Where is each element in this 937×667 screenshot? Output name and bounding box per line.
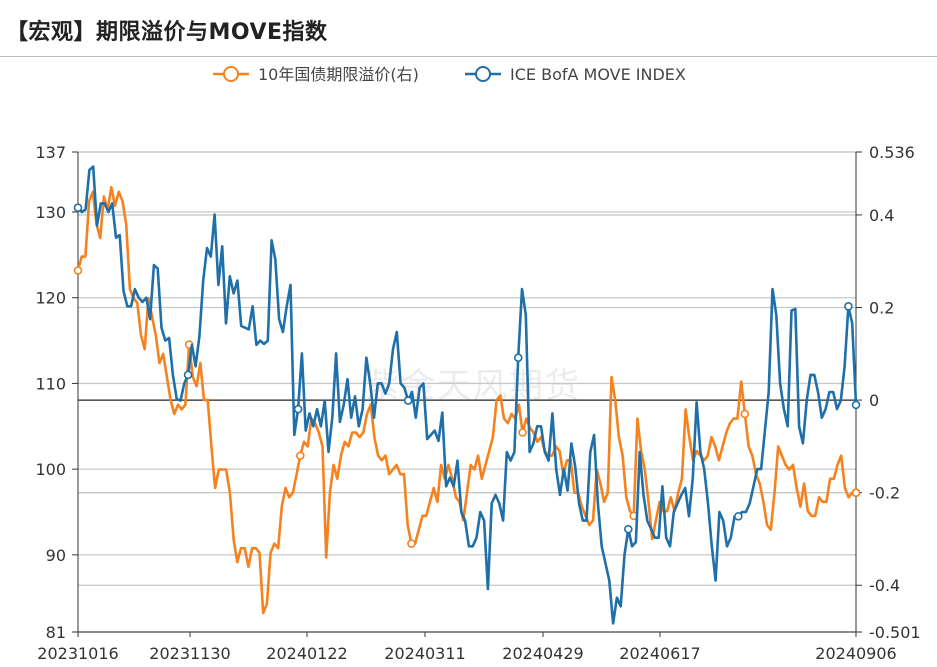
series-line [77, 165, 858, 625]
series-marker [73, 266, 83, 275]
series-marker [293, 404, 303, 414]
series-marker [403, 396, 413, 405]
x-tick-label: 20231130 [149, 644, 230, 663]
series-line [76, 185, 856, 615]
left-tick-label: 100 [35, 460, 66, 479]
page-title: 【宏观】期限溢价与MOVE指数 [6, 20, 328, 45]
x-tick-label: 20240122 [266, 644, 347, 663]
left-tick-label: 110 [35, 374, 66, 393]
legend-label: 10年国债期限溢价(右) [258, 65, 419, 84]
series-marker [407, 539, 416, 548]
legend-marker [475, 66, 491, 82]
right-tick-label: -0.2 [869, 484, 900, 503]
right-tick-label: 0 [869, 391, 879, 410]
series-marker [518, 428, 527, 437]
legend-label: ICE BofA MOVE INDEX [510, 65, 686, 84]
x-tick-label: 20231016 [37, 644, 118, 663]
x-tick-label: 20240429 [502, 644, 583, 663]
series-marker [183, 370, 193, 380]
left-tick-label: 137 [35, 143, 66, 162]
left-tick-label: 81 [46, 623, 66, 642]
left-tick-label: 90 [46, 546, 66, 565]
legend-marker [223, 66, 239, 82]
left-tick-label: 130 [35, 203, 66, 222]
right-tick-label: -0.4 [869, 576, 900, 595]
title-divider [0, 56, 937, 57]
right-tick-label: 0.4 [869, 206, 894, 225]
right-tick-label: 0.536 [869, 143, 915, 162]
series-marker [734, 511, 743, 521]
series-marker [740, 409, 750, 419]
series-marker [513, 353, 523, 363]
x-tick-label: 20240617 [619, 644, 700, 663]
series-marker [851, 400, 861, 410]
series-marker [295, 451, 305, 460]
series-marker [844, 301, 853, 311]
right-tick-label: 0.2 [869, 299, 894, 318]
left-tick-label: 120 [35, 289, 66, 308]
series-marker [623, 524, 633, 534]
series-marker [73, 203, 83, 213]
x-tick-label: 20240311 [384, 644, 465, 663]
series-marker [851, 488, 861, 497]
x-tick-label: 20240906 [815, 644, 896, 663]
right-tick-label: -0.501 [869, 623, 921, 642]
